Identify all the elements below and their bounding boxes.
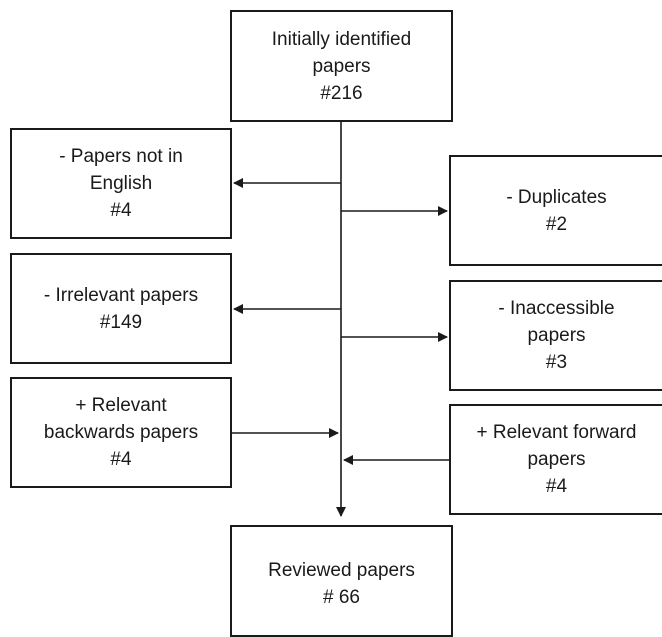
irrelevant-papers-box: - Irrelevant papers #149	[10, 253, 232, 364]
relevant-forward-papers-count: #4	[545, 476, 568, 497]
relevant-backwards-papers-count: #4	[110, 449, 132, 470]
papers-not-in-english-line-1: - Papers not in	[59, 146, 183, 167]
inaccessible-papers-line-1: - Inaccessible	[498, 298, 615, 319]
relevant-backwards-papers-line-1: + Relevant	[75, 395, 167, 416]
initially-identified-box: Initially identified papers #216	[230, 10, 453, 122]
inaccessible-papers-box: - Inaccessible papers #3	[449, 280, 662, 391]
inaccessible-papers-count: #3	[545, 352, 568, 373]
initially-identified-line-2: papers	[312, 55, 371, 77]
duplicates-count: #2	[545, 213, 568, 235]
irrelevant-papers-count: #149	[99, 311, 143, 333]
reviewed-papers-count: # 66	[323, 587, 360, 608]
reviewed-papers-box: Reviewed papers # 66	[230, 525, 453, 637]
relevant-forward-papers-line-1: + Relevant forward	[476, 422, 637, 443]
reviewed-papers-line-1: Reviewed papers	[268, 560, 415, 581]
papers-not-in-english-count: #4	[110, 200, 132, 221]
duplicates-box: - Duplicates #2	[449, 155, 662, 266]
relevant-backwards-papers-box: + Relevant backwards papers #4	[10, 377, 232, 488]
initially-identified-count: #216	[320, 82, 363, 104]
papers-not-in-english-box: - Papers not in English #4	[10, 128, 232, 239]
irrelevant-papers-line-1: - Irrelevant papers	[43, 284, 199, 306]
relevant-backwards-papers-line-2: backwards papers	[43, 422, 199, 443]
duplicates-line-1: - Duplicates	[506, 186, 607, 208]
relevant-forward-papers-box: + Relevant forward papers #4	[449, 404, 662, 515]
inaccessible-papers-line-2: papers	[527, 325, 586, 346]
relevant-forward-papers-line-2: papers	[527, 449, 586, 470]
initially-identified-line-1: Initially identified	[271, 28, 412, 50]
papers-not-in-english-line-2: English	[89, 173, 153, 194]
